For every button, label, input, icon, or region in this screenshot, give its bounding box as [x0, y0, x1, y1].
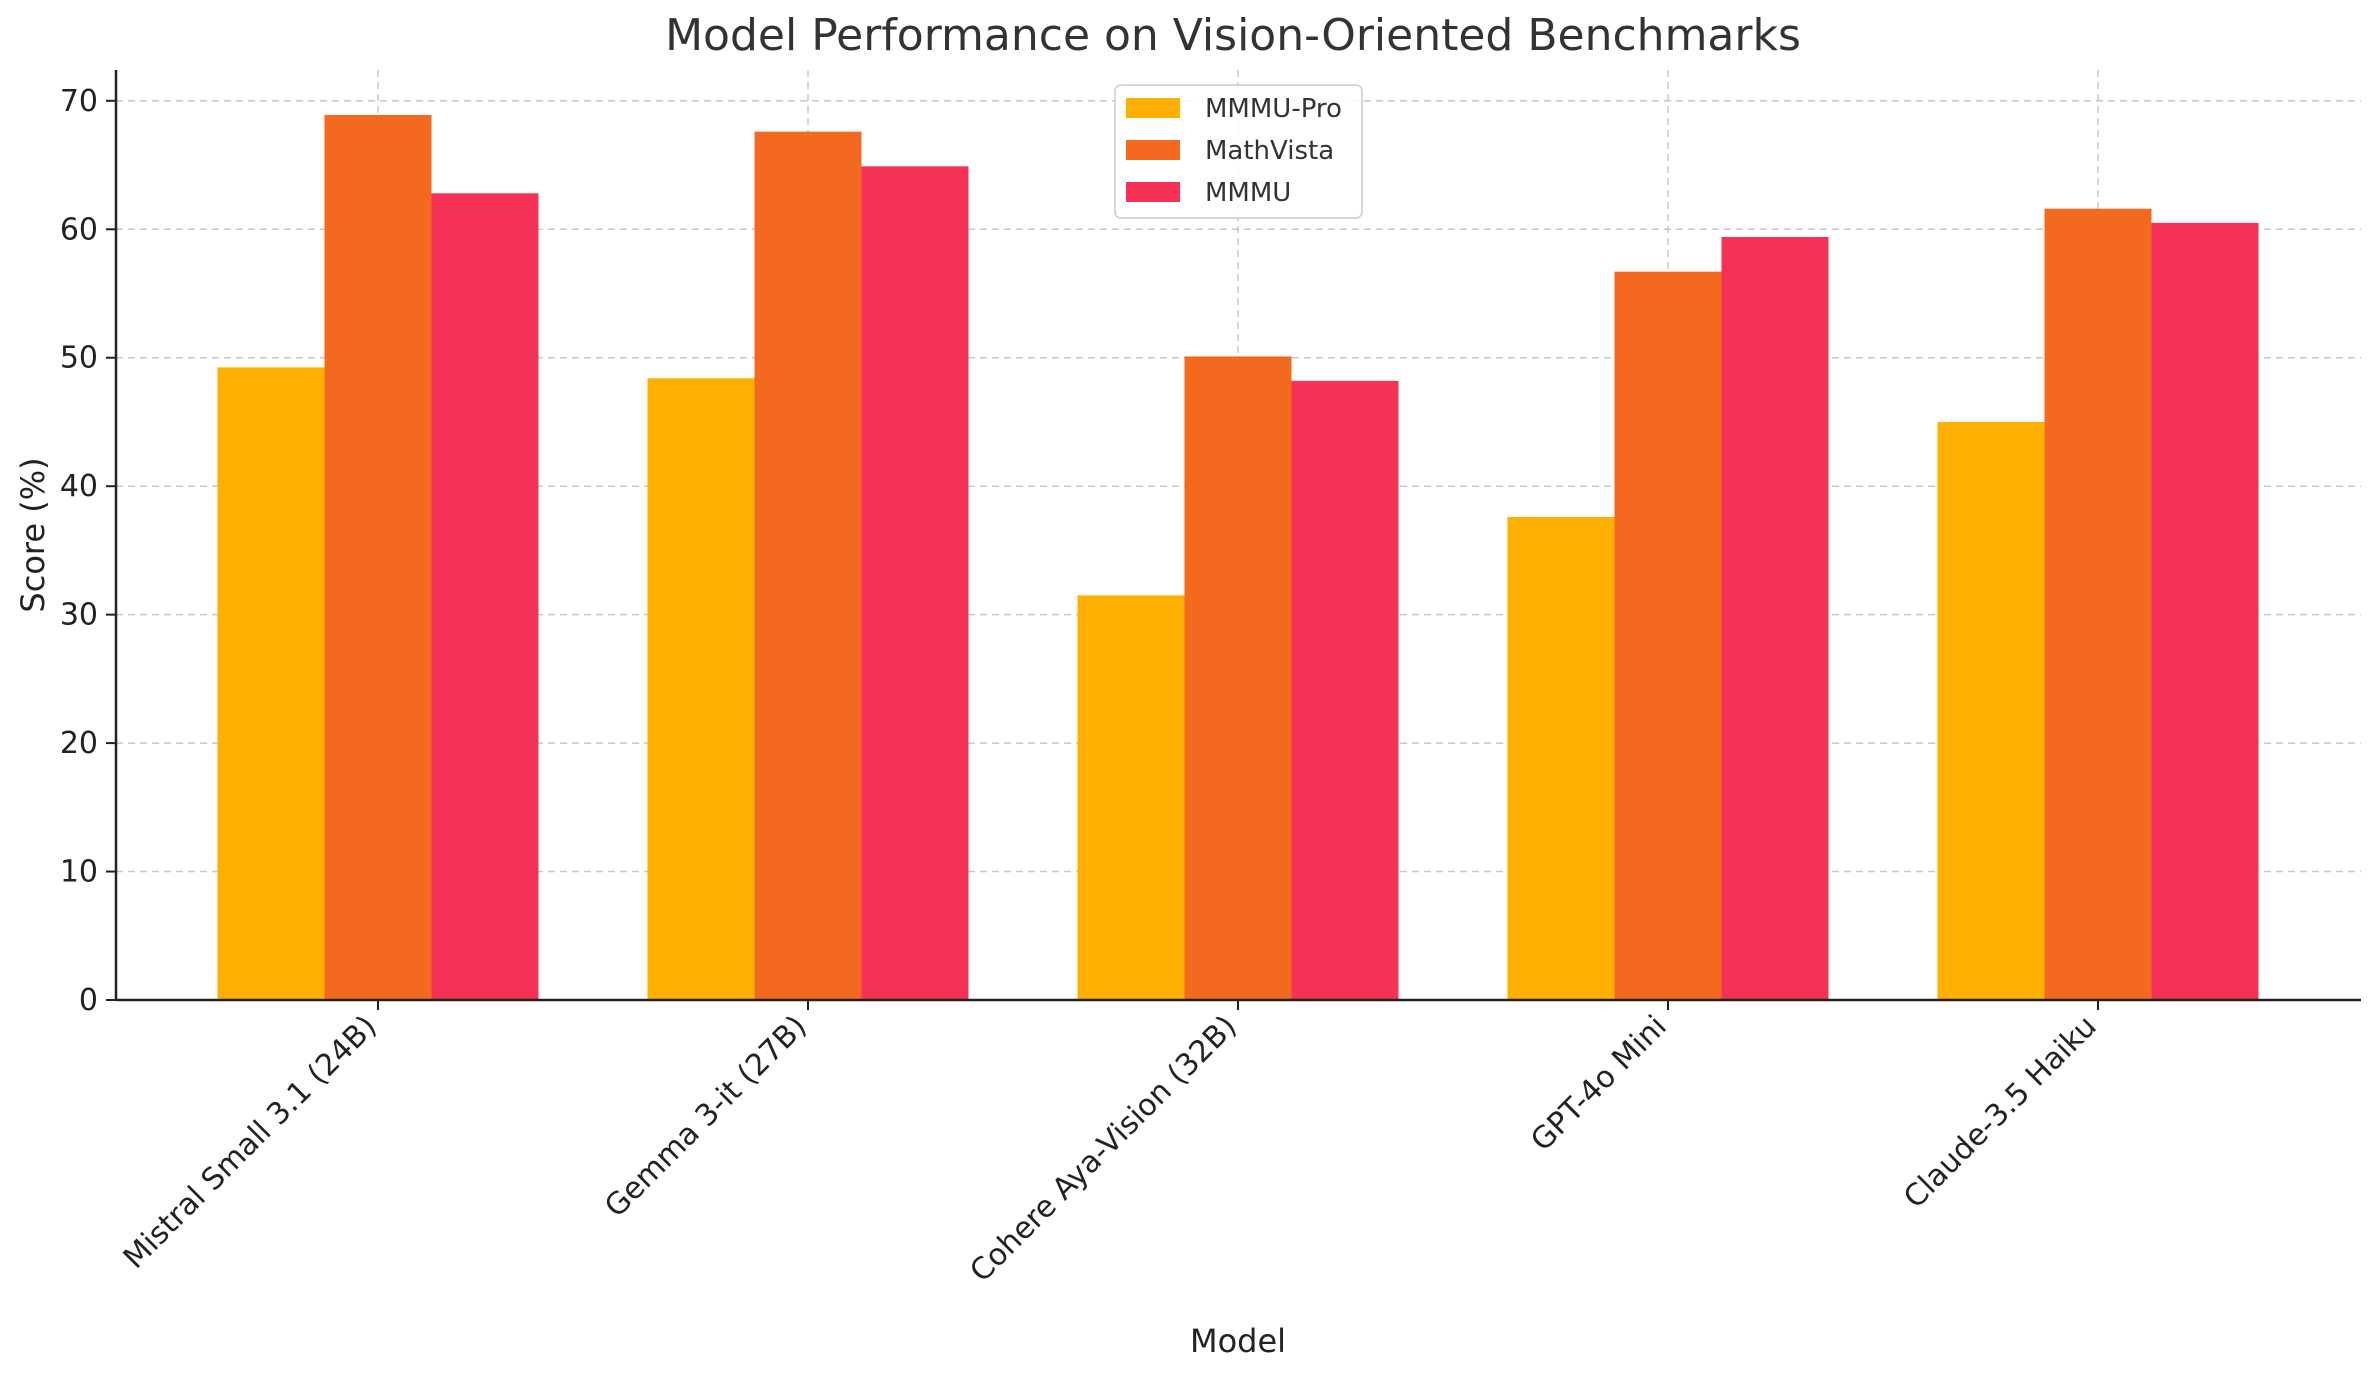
x-tick-label: GPT-4o Mini — [1524, 1009, 1673, 1158]
x-tick-label: Cohere Aya-Vision (32B) — [963, 1009, 1243, 1289]
y-tick-label: 20 — [60, 726, 98, 761]
bar-mmmu — [1291, 380, 1399, 1001]
bar-mmmu — [431, 193, 539, 1000]
bar-mathvista — [324, 114, 432, 1001]
bars-layer — [217, 114, 2259, 1001]
y-tick-label: 30 — [60, 598, 98, 633]
bar-mathvista — [754, 131, 862, 1000]
x-tick-label: Claude-3.5 Haiku — [1897, 1009, 2103, 1215]
x-axis-label: Model — [1190, 1322, 1286, 1360]
x-tick-label: Mistral Small 3.1 (24B) — [117, 1009, 384, 1276]
bar-mathvista — [2044, 208, 2152, 1001]
legend-label: MathVista — [1205, 136, 1334, 166]
bar-mmmu — [861, 166, 969, 1000]
legend-swatch — [1126, 140, 1180, 160]
legend-label: MMMU-Pro — [1205, 94, 1342, 124]
bar-mmmu — [2151, 222, 2259, 1000]
legend-swatch — [1126, 98, 1180, 118]
bar-mmmu-pro — [217, 367, 325, 1000]
x-tick-label: Gemma 3-it (27B) — [598, 1009, 814, 1225]
y-tick-label: 0 — [79, 983, 98, 1018]
x-ticks: Mistral Small 3.1 (24B) Gemma 3-it (27B) C… — [117, 1000, 2104, 1289]
legend-swatch — [1126, 182, 1180, 202]
chart-title: Model Performance on Vision-Oriented Ben… — [665, 10, 1801, 61]
legend: MMMU-Pro MathVista MMMU — [1114, 84, 1363, 219]
bar-mmmu-pro — [647, 378, 755, 1000]
y-tick-label: 60 — [60, 212, 98, 247]
bar-mmmu — [1721, 236, 1829, 1000]
bar-mmmu-pro — [1077, 595, 1185, 1000]
y-tick-label: 10 — [60, 855, 98, 890]
bar-mmmu-pro — [1507, 517, 1615, 1000]
y-axis-label: Score (%) — [14, 457, 52, 612]
bar-mmmu-pro — [1937, 421, 2045, 1001]
y-tick-label: 70 — [60, 84, 98, 119]
y-ticks: 0 10 20 30 40 50 60 70 — [60, 84, 116, 1018]
y-tick-label: 50 — [60, 341, 98, 376]
legend-label: MMMU — [1205, 178, 1291, 208]
y-tick-label: 40 — [60, 469, 98, 504]
bar-mathvista — [1614, 271, 1722, 1000]
bar-mathvista — [1184, 356, 1292, 1000]
